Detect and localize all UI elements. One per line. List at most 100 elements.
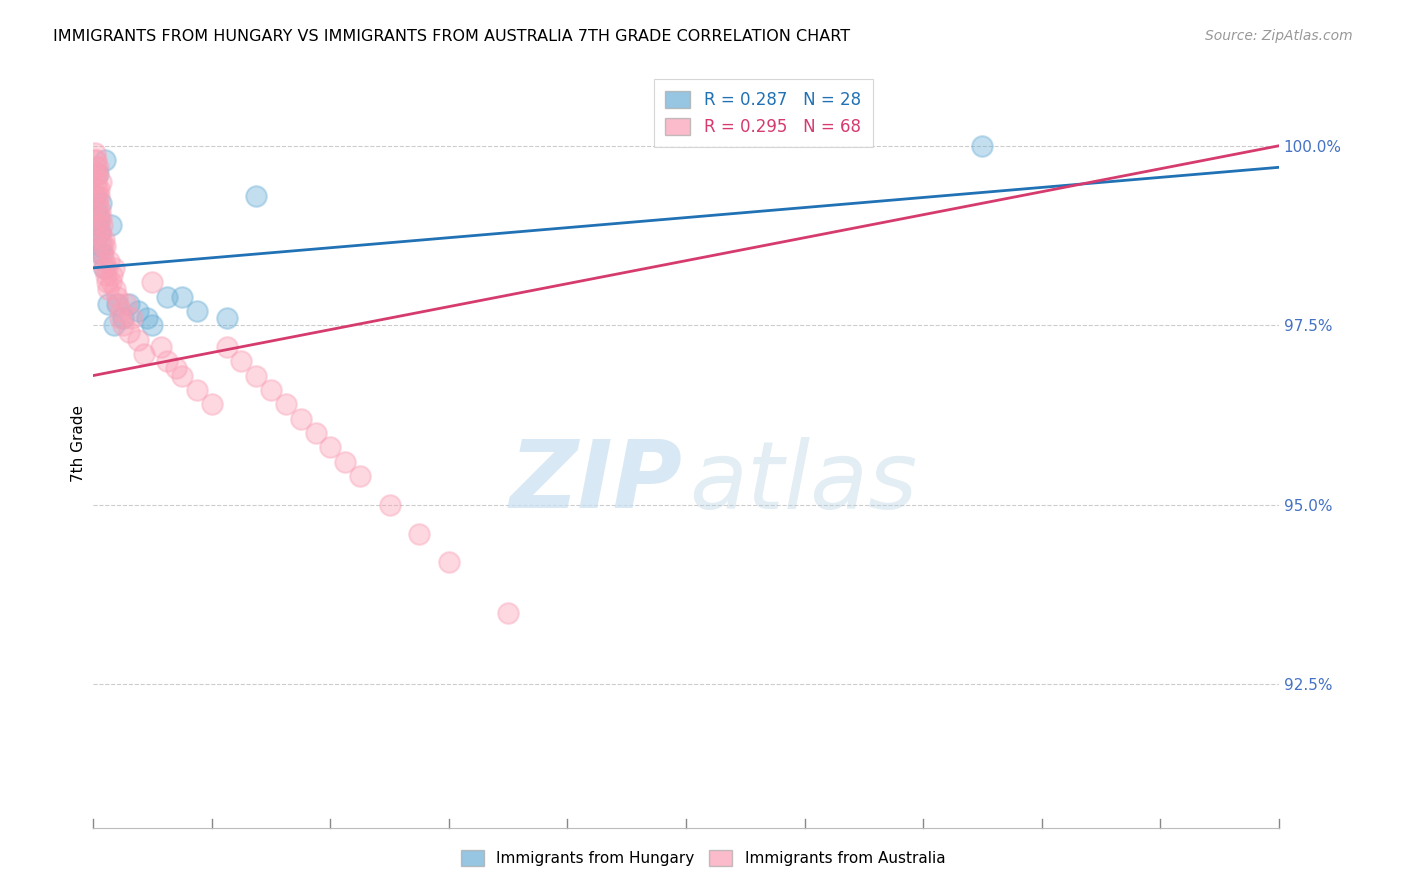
Point <box>107 297 129 311</box>
Point <box>127 333 149 347</box>
Point <box>86 189 108 203</box>
Point <box>87 246 110 260</box>
Point <box>118 326 141 340</box>
Point <box>156 289 179 303</box>
Point <box>98 253 121 268</box>
Point <box>186 383 208 397</box>
Point <box>87 182 110 196</box>
Point <box>94 153 117 168</box>
Point <box>215 340 238 354</box>
Text: atlas: atlas <box>689 437 918 528</box>
Point <box>87 196 110 211</box>
Point <box>86 168 108 182</box>
Point <box>93 253 115 268</box>
Point <box>90 239 112 253</box>
Point <box>274 397 297 411</box>
Point <box>91 239 114 253</box>
Point <box>101 268 124 282</box>
Point <box>94 239 117 253</box>
Point <box>111 318 134 333</box>
Point <box>89 225 111 239</box>
Point <box>91 218 114 232</box>
Point <box>496 606 519 620</box>
Point <box>83 189 105 203</box>
Text: Source: ZipAtlas.com: Source: ZipAtlas.com <box>1205 29 1353 43</box>
Point <box>87 203 110 218</box>
Point <box>103 260 125 275</box>
Point <box>105 289 128 303</box>
Point <box>96 275 118 289</box>
Point <box>245 368 267 383</box>
Point <box>87 211 110 225</box>
Point <box>86 182 108 196</box>
Point <box>108 311 131 326</box>
Point <box>349 469 371 483</box>
Point <box>100 275 122 289</box>
Point <box>84 153 107 168</box>
Point <box>97 297 120 311</box>
Point <box>90 175 112 189</box>
Point <box>84 168 107 182</box>
Point <box>156 354 179 368</box>
Legend: Immigrants from Hungary, Immigrants from Australia: Immigrants from Hungary, Immigrants from… <box>453 842 953 873</box>
Point <box>408 526 430 541</box>
Point <box>90 232 112 246</box>
Point <box>86 161 108 175</box>
Point <box>150 340 173 354</box>
Point <box>165 361 187 376</box>
Point <box>231 354 253 368</box>
Point <box>104 282 127 296</box>
Point <box>91 246 114 260</box>
Point <box>105 297 128 311</box>
Point <box>132 347 155 361</box>
Point <box>135 311 157 326</box>
Point <box>333 455 356 469</box>
Point <box>290 411 312 425</box>
Point <box>141 275 163 289</box>
Point <box>87 211 110 225</box>
Point <box>93 260 115 275</box>
Point <box>319 441 342 455</box>
Point <box>94 268 117 282</box>
Point <box>110 304 132 318</box>
Point <box>437 555 460 569</box>
Point <box>378 498 401 512</box>
Point <box>96 260 118 275</box>
Point <box>201 397 224 411</box>
Point <box>93 232 115 246</box>
Point <box>172 289 194 303</box>
Point <box>84 203 107 218</box>
Point <box>118 297 141 311</box>
Y-axis label: 7th Grade: 7th Grade <box>72 405 86 483</box>
Point <box>127 304 149 318</box>
Point <box>121 311 143 326</box>
Point <box>84 153 107 168</box>
Point <box>172 368 194 383</box>
Point <box>111 311 134 326</box>
Point <box>86 168 108 182</box>
Point <box>93 260 115 275</box>
Text: IMMIGRANTS FROM HUNGARY VS IMMIGRANTS FROM AUSTRALIA 7TH GRADE CORRELATION CHART: IMMIGRANTS FROM HUNGARY VS IMMIGRANTS FR… <box>53 29 851 44</box>
Point <box>103 318 125 333</box>
Point <box>83 145 105 160</box>
Point <box>89 225 111 239</box>
Point <box>90 196 112 211</box>
Legend: R = 0.287   N = 28, R = 0.295   N = 68: R = 0.287 N = 28, R = 0.295 N = 68 <box>654 79 873 147</box>
Point <box>245 189 267 203</box>
Point <box>304 425 326 440</box>
Point <box>86 175 108 189</box>
Point <box>141 318 163 333</box>
Point <box>91 246 114 260</box>
Point <box>972 138 994 153</box>
Point <box>89 218 111 232</box>
Point <box>84 161 107 175</box>
Point <box>100 218 122 232</box>
Point <box>87 189 110 203</box>
Point <box>186 304 208 318</box>
Point <box>90 211 112 225</box>
Point <box>215 311 238 326</box>
Point <box>260 383 283 397</box>
Point <box>89 203 111 218</box>
Point <box>97 282 120 296</box>
Point <box>84 232 107 246</box>
